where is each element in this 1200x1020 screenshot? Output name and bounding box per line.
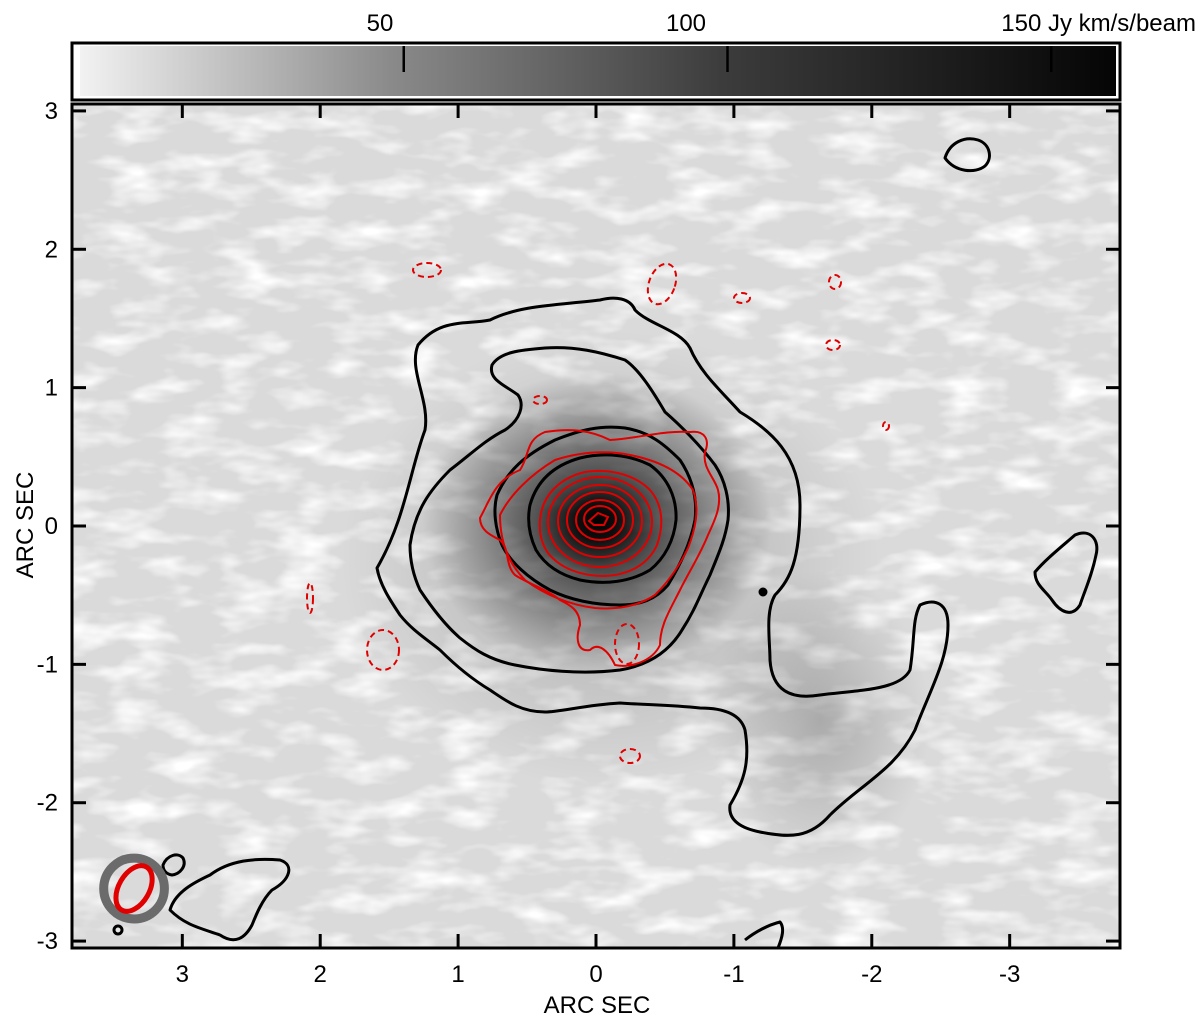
y-ticks: 3 2 1 0 -1 -2 -3: [37, 98, 1120, 955]
colorbar: 50 100 150 Jy km/s/beam: [70, 10, 1196, 102]
x-ticks: 3 2 1 0 -1 -2 -3: [176, 104, 1020, 988]
red-neg-contour-3: [733, 292, 751, 304]
red-contour-3: [538, 469, 663, 578]
black-contour-outer: [375, 296, 950, 837]
red-contour-5: [557, 484, 643, 558]
x-tick-label: 3: [176, 961, 189, 988]
x-tick-label: 0: [589, 961, 602, 988]
red-negative-contours: [306, 262, 890, 764]
red-neg-contour-6: [532, 395, 548, 405]
black-contours: [112, 137, 1099, 948]
red-contours: [478, 429, 721, 667]
red-neg-contour-2: [646, 262, 678, 306]
red-neg-contour-8: [306, 582, 314, 614]
y-axis-title: ARC SEC: [12, 472, 39, 579]
x-tick-label: 1: [451, 961, 464, 988]
colorbar-tick-label-150: 150 Jy km/s/beam: [1001, 10, 1196, 37]
y-tick-label: 3: [45, 98, 58, 125]
red-neg-contour-10: [619, 748, 641, 764]
x-tick-label: -1: [723, 961, 744, 988]
x-axis-title: ARC SEC: [544, 992, 651, 1019]
x-tick-label: -3: [999, 961, 1020, 988]
colorbar-tick-label-100: 100: [666, 10, 706, 37]
black-contour-blob-sw2: [161, 853, 186, 877]
red-contour-8: [583, 505, 617, 533]
y-tick-label: 0: [45, 513, 58, 540]
black-contour-dot-sw: [112, 924, 124, 936]
black-contour-dot: [758, 587, 768, 597]
red-contour-7: [575, 499, 625, 541]
red-neg-contour-11: [614, 623, 640, 665]
red-contour-2: [498, 451, 698, 610]
black-contour-blob-ne: [943, 137, 991, 173]
x-tick-label: 2: [314, 961, 327, 988]
beam-gray: [99, 853, 169, 924]
black-contour-4: [527, 453, 678, 584]
black-contour-blob-e: [1033, 531, 1099, 614]
red-neg-contour-5: [825, 339, 841, 351]
red-neg-contour-9: [366, 629, 400, 671]
red-neg-contour-4: [828, 274, 842, 290]
red-contour-4: [547, 476, 653, 568]
red-contour-6: [566, 491, 634, 549]
y-tick-label: -3: [37, 928, 58, 955]
red-neg-contour-1: [412, 262, 442, 278]
beam-red: [113, 863, 155, 914]
plot-area: [72, 104, 1120, 948]
emission-tail: [710, 570, 930, 870]
emission-core: [422, 372, 772, 672]
black-contour-2: [408, 346, 730, 674]
red-contour-1: [478, 429, 721, 667]
red-contour-9: [587, 511, 610, 526]
colorbar-frame: [70, 41, 1122, 102]
y-tick-label: 1: [45, 375, 58, 402]
colorbar-tick-label-50: 50: [367, 10, 394, 37]
y-tick-label: -1: [37, 651, 58, 678]
y-tick-label: -2: [37, 790, 58, 817]
red-neg-contour-7: [882, 421, 890, 431]
black-contour-blob-sw: [168, 857, 291, 942]
colorbar-ticks: [402, 46, 1053, 72]
colorbar-gradient: [80, 46, 1116, 96]
y-tick-label: 2: [45, 236, 58, 263]
x-tick-label: -2: [861, 961, 882, 988]
black-contour-blob-s: [744, 920, 785, 948]
beams: [99, 853, 169, 924]
